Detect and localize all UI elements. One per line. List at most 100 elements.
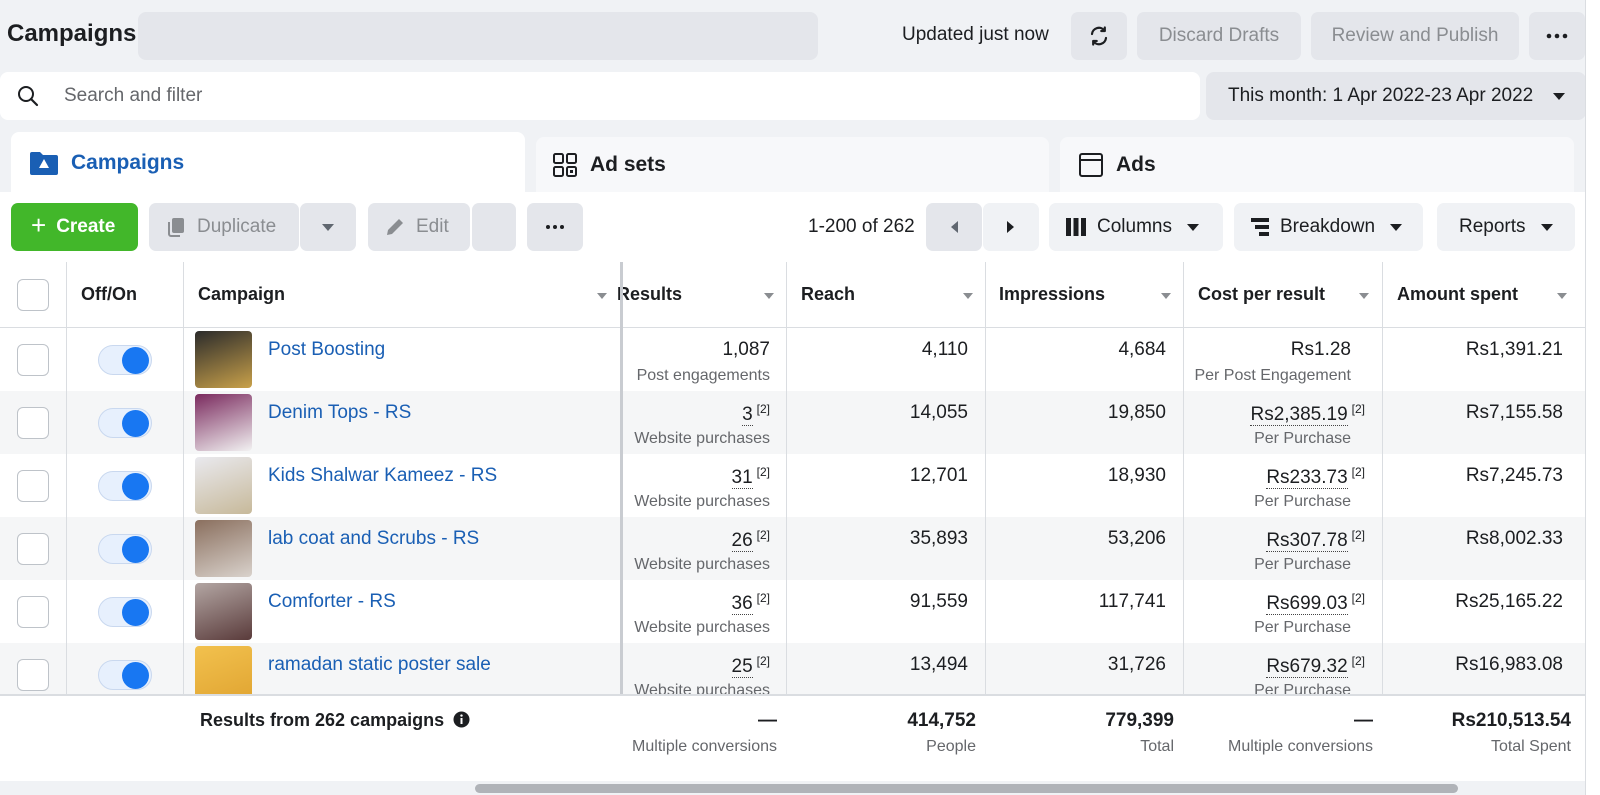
duplicate-dropdown-button[interactable] bbox=[300, 203, 356, 251]
discard-drafts-button[interactable]: Discard Drafts bbox=[1137, 12, 1301, 60]
results-summary-row: Results from 262 campaigns — Multiple co… bbox=[0, 694, 1585, 782]
breakdown-button[interactable]: Breakdown bbox=[1234, 203, 1423, 251]
column-header-off-on: Off/On bbox=[81, 284, 137, 304]
cost-number[interactable]: Rs2,385.19 bbox=[1250, 404, 1348, 427]
row-checkbox[interactable] bbox=[17, 596, 49, 628]
table-row[interactable]: Kids Shalwar Kameez - RS 31 [2] Website pur… bbox=[0, 454, 1585, 517]
cost-per-result-value: Rs679.32 [2] bbox=[1266, 654, 1365, 679]
sort-caret-icon[interactable] bbox=[1359, 293, 1369, 299]
results-type: Website purchases bbox=[634, 619, 770, 636]
search-input[interactable] bbox=[62, 82, 962, 110]
results-number[interactable]: 25 bbox=[731, 656, 753, 679]
impressions-value: 117,741 bbox=[1098, 591, 1166, 612]
vertical-scrollbar[interactable] bbox=[1585, 0, 1600, 795]
search-bar[interactable] bbox=[0, 72, 1200, 120]
results-number[interactable]: 1,087 bbox=[722, 339, 770, 360]
table-row[interactable]: Denim Tops - RS 3 [2] Website purchases 14,0… bbox=[0, 391, 1585, 454]
reach-value: 12,701 bbox=[909, 465, 968, 486]
row-checkbox[interactable] bbox=[17, 344, 49, 376]
campaign-name-link[interactable]: Denim Tops - RS bbox=[268, 402, 412, 423]
duplicate-button[interactable]: Duplicate bbox=[149, 203, 299, 251]
results-number[interactable]: 26 bbox=[731, 530, 753, 553]
campaign-toggle[interactable] bbox=[98, 597, 152, 627]
edit-button[interactable]: Edit bbox=[368, 203, 470, 251]
campaign-name-link[interactable]: ramadan static poster sale bbox=[268, 654, 491, 675]
results-number[interactable]: 36 bbox=[731, 593, 753, 616]
toggle-knob bbox=[122, 536, 149, 563]
campaign-name-link[interactable]: Post Boosting bbox=[268, 339, 386, 360]
campaign-toggle[interactable] bbox=[98, 471, 152, 501]
column-header-campaign[interactable]: Campaign bbox=[198, 284, 286, 304]
campaign-toggle[interactable] bbox=[98, 345, 152, 375]
campaign-toggle[interactable] bbox=[98, 534, 152, 564]
results-type: Website purchases bbox=[634, 430, 770, 447]
cost-per-result-value: Rs307.78 [2] bbox=[1266, 528, 1365, 553]
duplicate-label: Duplicate bbox=[197, 216, 277, 237]
row-checkbox[interactable] bbox=[17, 407, 49, 439]
campaign-name-link[interactable]: Comforter - RS bbox=[268, 591, 396, 612]
refresh-button[interactable] bbox=[1071, 12, 1127, 60]
tab-ads[interactable]: Ads bbox=[1060, 137, 1574, 193]
column-header-amount-spent[interactable]: Amount spent bbox=[1397, 284, 1518, 304]
cost-footnote: [2] bbox=[1351, 654, 1365, 668]
cost-number[interactable]: Rs307.78 bbox=[1266, 530, 1348, 553]
more-icon bbox=[1546, 33, 1568, 39]
campaign-toggle[interactable] bbox=[98, 660, 152, 690]
edit-options-button[interactable] bbox=[472, 203, 516, 251]
columns-button[interactable]: Columns bbox=[1049, 203, 1223, 251]
results-number[interactable]: 31 bbox=[731, 467, 753, 490]
results-value: 31 [2] bbox=[731, 465, 770, 490]
sort-caret-icon[interactable] bbox=[764, 293, 774, 299]
cost-per-result-value: Rs233.73 [2] bbox=[1266, 465, 1365, 490]
select-all-checkbox[interactable] bbox=[17, 279, 49, 311]
next-page-button[interactable] bbox=[983, 203, 1039, 251]
column-header-reach[interactable]: Reach bbox=[801, 284, 856, 304]
reports-button[interactable]: Reports bbox=[1437, 203, 1575, 251]
column-header-results[interactable]: Results bbox=[617, 284, 683, 304]
results-footnote: [2] bbox=[756, 402, 770, 416]
duplicate-icon bbox=[165, 216, 187, 238]
results-footnote: [2] bbox=[756, 465, 770, 479]
summary-impressions-sub: Total bbox=[1140, 738, 1174, 755]
table-row[interactable]: lab coat and Scrubs - RS 26 [2] Website pur… bbox=[0, 517, 1585, 580]
column-header-impressions[interactable]: Impressions bbox=[999, 284, 1106, 304]
campaign-toggle[interactable] bbox=[98, 408, 152, 438]
previous-page-button[interactable] bbox=[926, 203, 982, 251]
tab-campaigns[interactable]: Campaigns bbox=[11, 132, 525, 194]
sort-caret-icon[interactable] bbox=[1557, 293, 1567, 299]
toggle-knob bbox=[122, 410, 149, 437]
info-icon[interactable] bbox=[453, 711, 470, 728]
campaign-thumbnail bbox=[195, 394, 252, 451]
cost-per-result-type: Per Purchase bbox=[1254, 493, 1351, 510]
scrollbar-thumb[interactable] bbox=[475, 784, 1458, 793]
cost-per-result-type: Per Purchase bbox=[1254, 430, 1351, 447]
more-options-button[interactable] bbox=[1529, 12, 1585, 60]
results-number[interactable]: 3 bbox=[742, 404, 753, 427]
campaign-name-link[interactable]: Kids Shalwar Kameez - RS bbox=[268, 465, 498, 486]
cost-number[interactable]: Rs699.03 bbox=[1266, 593, 1348, 616]
create-button[interactable]: + Create bbox=[11, 203, 138, 251]
table-header: Off/On Campaign Results Reach Impression… bbox=[0, 262, 1585, 328]
campaign-name-link[interactable]: lab coat and Scrubs - RS bbox=[268, 528, 480, 549]
tab-ad-sets[interactable]: Ad sets bbox=[536, 137, 1049, 193]
more-actions-button[interactable] bbox=[527, 203, 583, 251]
sort-caret-icon[interactable] bbox=[1161, 293, 1171, 299]
campaign-thumbnail bbox=[195, 331, 252, 388]
date-range-picker[interactable]: This month: 1 Apr 2022-23 Apr 2022 bbox=[1206, 72, 1586, 120]
sort-caret-icon[interactable] bbox=[597, 293, 607, 299]
column-divider bbox=[985, 262, 986, 778]
results-value: 26 [2] bbox=[731, 528, 770, 553]
grid-icon bbox=[552, 152, 578, 178]
column-header-cost-per-result[interactable]: Cost per result bbox=[1198, 284, 1326, 304]
table-row[interactable]: Post Boosting 1,087 Post engagements 4,110 4… bbox=[0, 328, 1585, 391]
row-checkbox[interactable] bbox=[17, 533, 49, 565]
cost-number[interactable]: Rs679.32 bbox=[1266, 656, 1348, 679]
row-checkbox[interactable] bbox=[17, 470, 49, 502]
cost-number[interactable]: Rs233.73 bbox=[1266, 467, 1348, 490]
table-row[interactable]: Comforter - RS 36 [2] Website purchases 91,5… bbox=[0, 580, 1585, 643]
sort-caret-icon[interactable] bbox=[963, 293, 973, 299]
cost-number[interactable]: Rs1.28 bbox=[1290, 339, 1351, 360]
results-footnote: [2] bbox=[756, 654, 770, 668]
review-publish-button[interactable]: Review and Publish bbox=[1311, 12, 1519, 60]
row-checkbox[interactable] bbox=[17, 659, 49, 691]
